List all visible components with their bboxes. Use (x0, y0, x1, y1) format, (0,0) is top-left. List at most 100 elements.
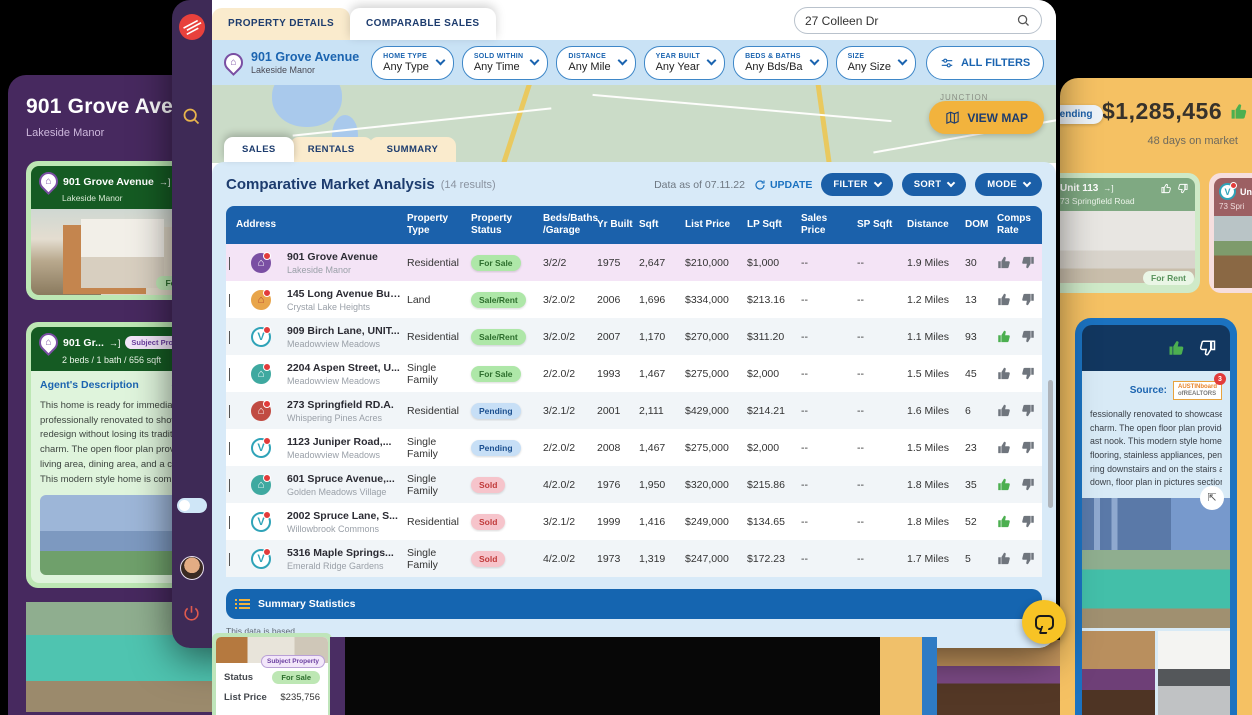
background-window-edge (922, 637, 937, 715)
view-map-button[interactable]: VIEW MAP (929, 101, 1044, 134)
expand-icon[interactable]: ⇱ (1200, 485, 1224, 510)
thumb-down-icon[interactable] (1020, 366, 1035, 381)
address-cell[interactable]: 1123 Juniper Road,... Meadowview Meadows (287, 435, 392, 460)
tab-property-details[interactable]: PROPERTY DETAILS (212, 8, 351, 40)
table-row[interactable]: ⌂ 2204 Aspen Street, U... Meadowview Mea… (226, 355, 1042, 392)
expand-row-chevron[interactable] (226, 255, 248, 271)
filter-pill-sold-within[interactable]: SOLD WITHIN Any Time (461, 45, 549, 80)
subject-property-mini-card[interactable]: Subject Property Status For Sale List Pr… (212, 633, 332, 715)
address-cell[interactable]: 909 Birch Lane, UNIT... Meadowview Meado… (287, 324, 400, 349)
open-link-icon[interactable]: →] (108, 337, 121, 348)
table-row[interactable]: V 5316 Maple Springs... Emerald Ridge Ga… (226, 540, 1042, 577)
table-row[interactable]: V 2002 Spruce Lane, S... Willowbrook Com… (226, 503, 1042, 540)
filter-dropdown[interactable]: FILTER (821, 173, 893, 196)
table-row[interactable]: ⌂ 601 Spruce Avenue,... Golden Meadows V… (226, 466, 1042, 503)
thumb-up-icon[interactable] (997, 366, 1012, 381)
table-row[interactable]: ⌂ 145 Long Avenue Bui... Crystal Lake He… (226, 281, 1042, 318)
tab-sales[interactable]: SALES (224, 137, 294, 162)
mode-dropdown[interactable]: MODE (975, 173, 1042, 196)
address-search[interactable] (794, 7, 1042, 34)
open-link-icon[interactable]: →] (1103, 184, 1114, 193)
distance-cell: 1.7 Miles (907, 552, 950, 565)
filter-pill-distance[interactable]: DISTANCE Any Mile (556, 45, 636, 80)
lp-sqft-cell: $215.86 (747, 478, 785, 491)
thumb-down-icon[interactable] (1177, 183, 1188, 194)
address-cell[interactable]: 901 Grove Avenue Lakeside Manor (287, 250, 378, 275)
open-link-icon[interactable]: →] (158, 176, 171, 187)
filter-pill-size[interactable]: SIZE Any Size (835, 45, 916, 80)
address-cell[interactable]: 2204 Aspen Street, U... Meadowview Meado… (287, 361, 400, 386)
chevron-down-icon (947, 178, 956, 188)
address-cell[interactable]: 145 Long Avenue Bui... Crystal Lake Heig… (287, 287, 401, 312)
theme-toggle[interactable] (177, 498, 207, 513)
address-cell[interactable]: 5316 Maple Springs... Emerald Ridge Gard… (287, 546, 394, 571)
tab-comparable-sales[interactable]: COMPARABLE SALES (350, 8, 496, 40)
table-row[interactable]: V 909 Birch Lane, UNIT... Meadowview Mea… (226, 318, 1042, 355)
user-avatar[interactable] (180, 556, 204, 580)
rental-card[interactable]: Unit 113 →] 73 Springfield Road For Rent (1060, 173, 1200, 293)
thumb-down-icon[interactable] (1198, 339, 1216, 357)
filter-pill-beds-baths[interactable]: BEDS & BATHS Any Bds/Ba (733, 45, 828, 80)
subject-area: Lakeside Manor (251, 65, 316, 75)
address-cell[interactable]: 601 Spruce Avenue,... Golden Meadows Vil… (287, 472, 395, 497)
thumb-up-icon[interactable] (997, 514, 1012, 529)
map-pin-icon: ⌂ (248, 473, 284, 497)
thumb-down-icon[interactable] (1020, 440, 1035, 455)
rental-card-pink[interactable]: V Unit 11 73 Spri (1209, 173, 1252, 293)
subject-property-badge: Subject Property (260, 655, 325, 668)
thumb-down-icon[interactable] (1020, 255, 1035, 270)
thumb-up-icon[interactable] (997, 440, 1012, 455)
tab-summary[interactable]: SUMMARY (368, 137, 457, 162)
address-cell[interactable]: 2002 Spruce Lane, S... Willowbrook Commo… (287, 509, 398, 534)
expand-row-chevron[interactable] (226, 292, 248, 308)
thumb-down-icon[interactable] (1020, 551, 1035, 566)
thumb-up-icon[interactable] (1230, 102, 1249, 121)
thumb-up-icon[interactable] (997, 551, 1012, 566)
thumb-down-icon[interactable] (1020, 329, 1035, 344)
power-icon[interactable] (182, 604, 201, 623)
thumb-up-icon[interactable] (997, 329, 1012, 344)
comps-rate-cell (994, 290, 1042, 309)
thumb-up-icon[interactable] (1161, 183, 1172, 194)
thumb-down-icon[interactable] (1020, 477, 1035, 492)
expand-row-chevron[interactable] (226, 514, 248, 530)
thumb-up-icon[interactable] (997, 403, 1012, 418)
update-button[interactable]: UPDATE (754, 179, 812, 191)
description-line: This home is ready for immediate move- (40, 400, 202, 411)
thumb-up-icon[interactable] (997, 255, 1012, 270)
tab-rentals[interactable]: RENTALS (289, 137, 373, 162)
thumb-down-icon[interactable] (1020, 403, 1035, 418)
expand-row-chevron[interactable] (226, 366, 248, 382)
app-logo[interactable] (177, 12, 207, 42)
search-input[interactable] (805, 13, 1010, 28)
table-scrollbar[interactable] (1048, 380, 1053, 508)
table-row[interactable]: ⌂ 901 Grove Avenue Lakeside Manor Reside… (226, 244, 1042, 281)
filter-pill-home-type[interactable]: HOME TYPE Any Type (371, 45, 454, 80)
filter-bar: ⌂ 901 Grove Avenue Lakeside Manor HOME T… (212, 40, 1056, 85)
filter-pill-year-built[interactable]: YEAR BUILT Any Year (643, 45, 726, 80)
expand-row-chevron[interactable] (226, 403, 248, 419)
chat-launcher[interactable] (1022, 600, 1066, 644)
address-cell[interactable]: 273 Springfield RD.A. Whispering Pines A… (287, 398, 394, 423)
expand-row-chevron[interactable] (226, 551, 248, 567)
thumb-up-icon[interactable] (1168, 339, 1186, 357)
table-row[interactable]: ⌂ 273 Springfield RD.A. Whispering Pines… (226, 392, 1042, 429)
thumb-down-icon[interactable] (1020, 514, 1035, 529)
thumb-down-icon[interactable] (1020, 292, 1035, 307)
sp-sqft-cell: -- (857, 515, 864, 528)
expand-row-chevron[interactable] (226, 329, 248, 345)
subject-card-specs: 2 beds / 1 bath / 656 sqft (62, 355, 162, 365)
sort-dropdown[interactable]: SORT (901, 173, 967, 196)
thumb-up-icon[interactable] (997, 477, 1012, 492)
table-row[interactable]: V 1123 Juniper Road,... Meadowview Meado… (226, 429, 1042, 466)
expand-row-chevron[interactable] (226, 440, 248, 456)
expand-row-chevron[interactable] (226, 477, 248, 493)
thumb-up-icon[interactable] (997, 292, 1012, 307)
search-icon[interactable] (181, 106, 202, 127)
all-filters-button[interactable]: ALL FILTERS (925, 45, 1045, 80)
property-pin-icon: ⌂ (35, 329, 62, 356)
cma-panel: Comparative Market Analysis (14 results)… (212, 162, 1056, 648)
property-price: $1,285,456 (1102, 98, 1223, 124)
summary-statistics-bar[interactable]: Summary Statistics (226, 589, 1042, 619)
search-icon[interactable] (1016, 13, 1031, 28)
